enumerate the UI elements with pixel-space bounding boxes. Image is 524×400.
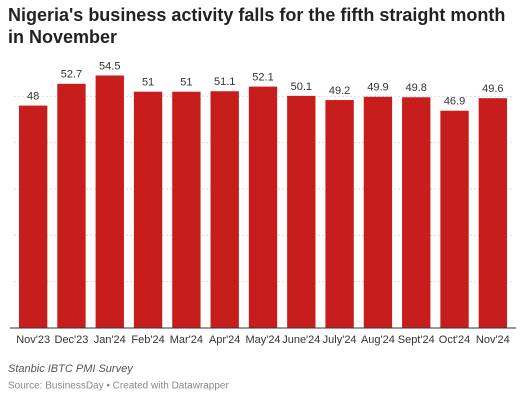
- bar: [287, 95, 316, 329]
- x-tick-label: Dec'23: [55, 334, 89, 346]
- value-label: 49.8: [406, 82, 427, 94]
- value-label: 49.2: [329, 85, 350, 97]
- bar: [133, 91, 163, 328]
- x-tick-label: Apr'24: [209, 334, 240, 346]
- value-label: 52.1: [252, 72, 273, 84]
- x-tick-label: Mar'24: [170, 334, 203, 346]
- x-tick-label: Aug'24: [361, 334, 395, 346]
- title-box: Nigeria's business activity falls for th…: [8, 5, 506, 47]
- bar: [95, 75, 124, 328]
- bar: [18, 105, 48, 328]
- x-tick-label: Sept'24: [398, 334, 435, 346]
- bar: [248, 86, 278, 328]
- value-label: 51: [180, 77, 192, 89]
- bar: [210, 91, 239, 328]
- bar: [57, 83, 86, 328]
- x-tick-label: Jan'24: [94, 334, 126, 346]
- value-label: 50.1: [291, 81, 312, 93]
- x-tick-label: Oct'24: [439, 334, 470, 346]
- value-label: 52.7: [61, 69, 82, 81]
- x-tick-label: June'24: [282, 334, 320, 346]
- x-tick-label: Nov'23: [16, 334, 50, 346]
- bar: [325, 100, 354, 328]
- value-label: 54.5: [99, 60, 120, 72]
- value-label: 49.9: [367, 82, 388, 94]
- notes: Stanbic IBTC PMI Survey: [8, 363, 134, 375]
- value-label: 51: [142, 77, 154, 89]
- bar: [402, 97, 431, 328]
- x-tick-label: Feb'24: [131, 334, 164, 346]
- x-tick-label: Nov'24: [476, 334, 510, 346]
- value-label: 48: [27, 91, 39, 103]
- bar: [478, 98, 508, 328]
- value-label: 46.9: [444, 96, 465, 108]
- value-label: 51.1: [214, 76, 235, 88]
- source: Source: BusinessDay • Created with Dataw…: [8, 381, 229, 392]
- value-label: 49.6: [482, 83, 503, 95]
- chart-title: Nigeria's business activity falls for th…: [8, 5, 506, 47]
- bar: [172, 91, 201, 328]
- x-tick-label: May'24: [245, 334, 280, 346]
- bar: [440, 110, 469, 329]
- x-tick-label: July'24: [323, 334, 357, 346]
- bar: [363, 96, 393, 329]
